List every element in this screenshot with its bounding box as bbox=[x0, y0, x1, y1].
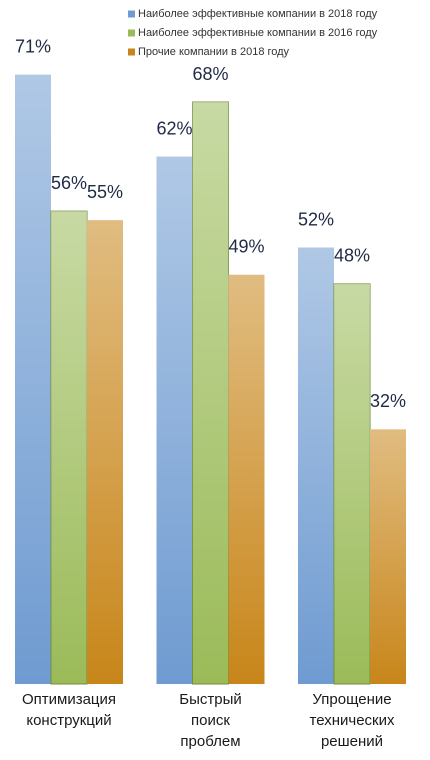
value-label: 32% bbox=[370, 391, 406, 411]
value-label: 48% bbox=[334, 246, 370, 266]
legend-swatch bbox=[128, 10, 135, 18]
bar-shine bbox=[334, 283, 370, 684]
legend-swatch bbox=[128, 48, 135, 56]
value-label: 56% bbox=[51, 173, 87, 193]
value-label: 68% bbox=[192, 64, 228, 84]
value-label: 55% bbox=[87, 182, 123, 202]
bar-shine bbox=[298, 247, 334, 684]
bar-shine bbox=[15, 74, 51, 685]
legend-swatch bbox=[128, 29, 135, 37]
value-label: 71% bbox=[15, 36, 51, 56]
bar-shine bbox=[370, 429, 406, 684]
legend-label: Наиболее эффективные компании в 2016 год… bbox=[138, 27, 378, 39]
x-tick-label: Оптимизация конструкций bbox=[21, 691, 117, 729]
bar-shine bbox=[228, 274, 265, 684]
legend-label: Прочие компании в 2018 году bbox=[138, 46, 290, 58]
value-label: 62% bbox=[156, 118, 192, 138]
x-tick-label: Упрощение технических решений bbox=[309, 691, 395, 750]
bar-shine bbox=[51, 211, 87, 684]
bar-shine bbox=[87, 220, 123, 685]
legend-label: Наиболее эффективные компании в 2018 год… bbox=[138, 8, 378, 20]
bar-shine bbox=[156, 156, 193, 684]
value-label: 49% bbox=[228, 237, 264, 257]
value-label: 52% bbox=[298, 209, 334, 229]
bar-shine bbox=[192, 102, 229, 684]
x-tick-label: Быстрый поиск проблем bbox=[179, 691, 242, 750]
